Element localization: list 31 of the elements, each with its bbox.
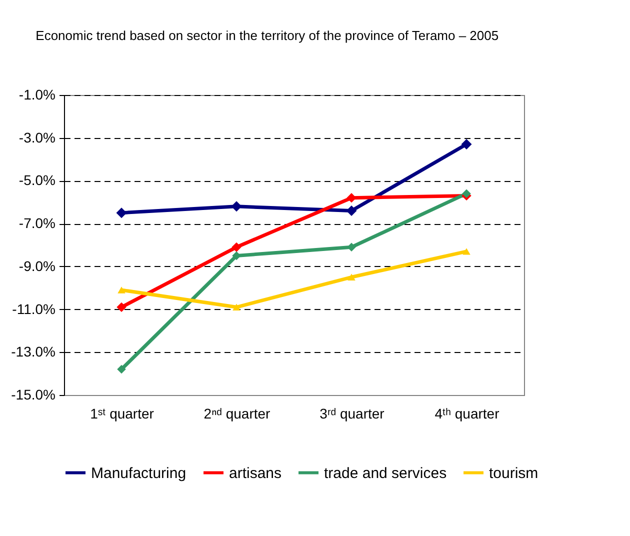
chart-title: Economic trend based on sector in the territory of the province of Teramo – 2005 xyxy=(36,28,499,43)
y-tick-label: -13.0% xyxy=(11,344,56,360)
point xyxy=(116,302,126,312)
point xyxy=(462,248,470,255)
y-tick-label: -5.0% xyxy=(18,172,56,188)
x-tick-label: 4ᵗʰ quarter xyxy=(434,406,500,422)
y-tick-label: -7.0% xyxy=(18,215,56,232)
legend-label: tourism xyxy=(489,464,538,482)
x-tick-label: 3ʳᵈ quarter xyxy=(320,406,385,422)
point xyxy=(232,242,242,252)
legend-label: artisans xyxy=(229,464,282,482)
point xyxy=(232,304,240,310)
point xyxy=(462,189,471,198)
point xyxy=(347,242,356,252)
point xyxy=(117,364,126,374)
x-tick-label: 1ˢᵗ quarter xyxy=(90,406,154,422)
point xyxy=(461,139,472,150)
point xyxy=(346,193,356,203)
y-tick-label: -9.0% xyxy=(18,258,56,274)
y-tick-label: -11.0% xyxy=(12,300,56,317)
legend-label: Manufacturing xyxy=(91,464,186,482)
point xyxy=(348,274,356,280)
point xyxy=(346,205,357,216)
legend-label: trade and services xyxy=(324,464,447,482)
y-tick-label: -1.0% xyxy=(18,86,56,102)
point xyxy=(116,208,127,218)
y-tick-label: -3.0% xyxy=(18,129,56,146)
x-tick-label: 2ⁿᵈ quarter xyxy=(204,406,271,422)
point xyxy=(231,201,242,212)
y-tick-label: -15.0% xyxy=(11,386,56,402)
point xyxy=(118,286,126,294)
